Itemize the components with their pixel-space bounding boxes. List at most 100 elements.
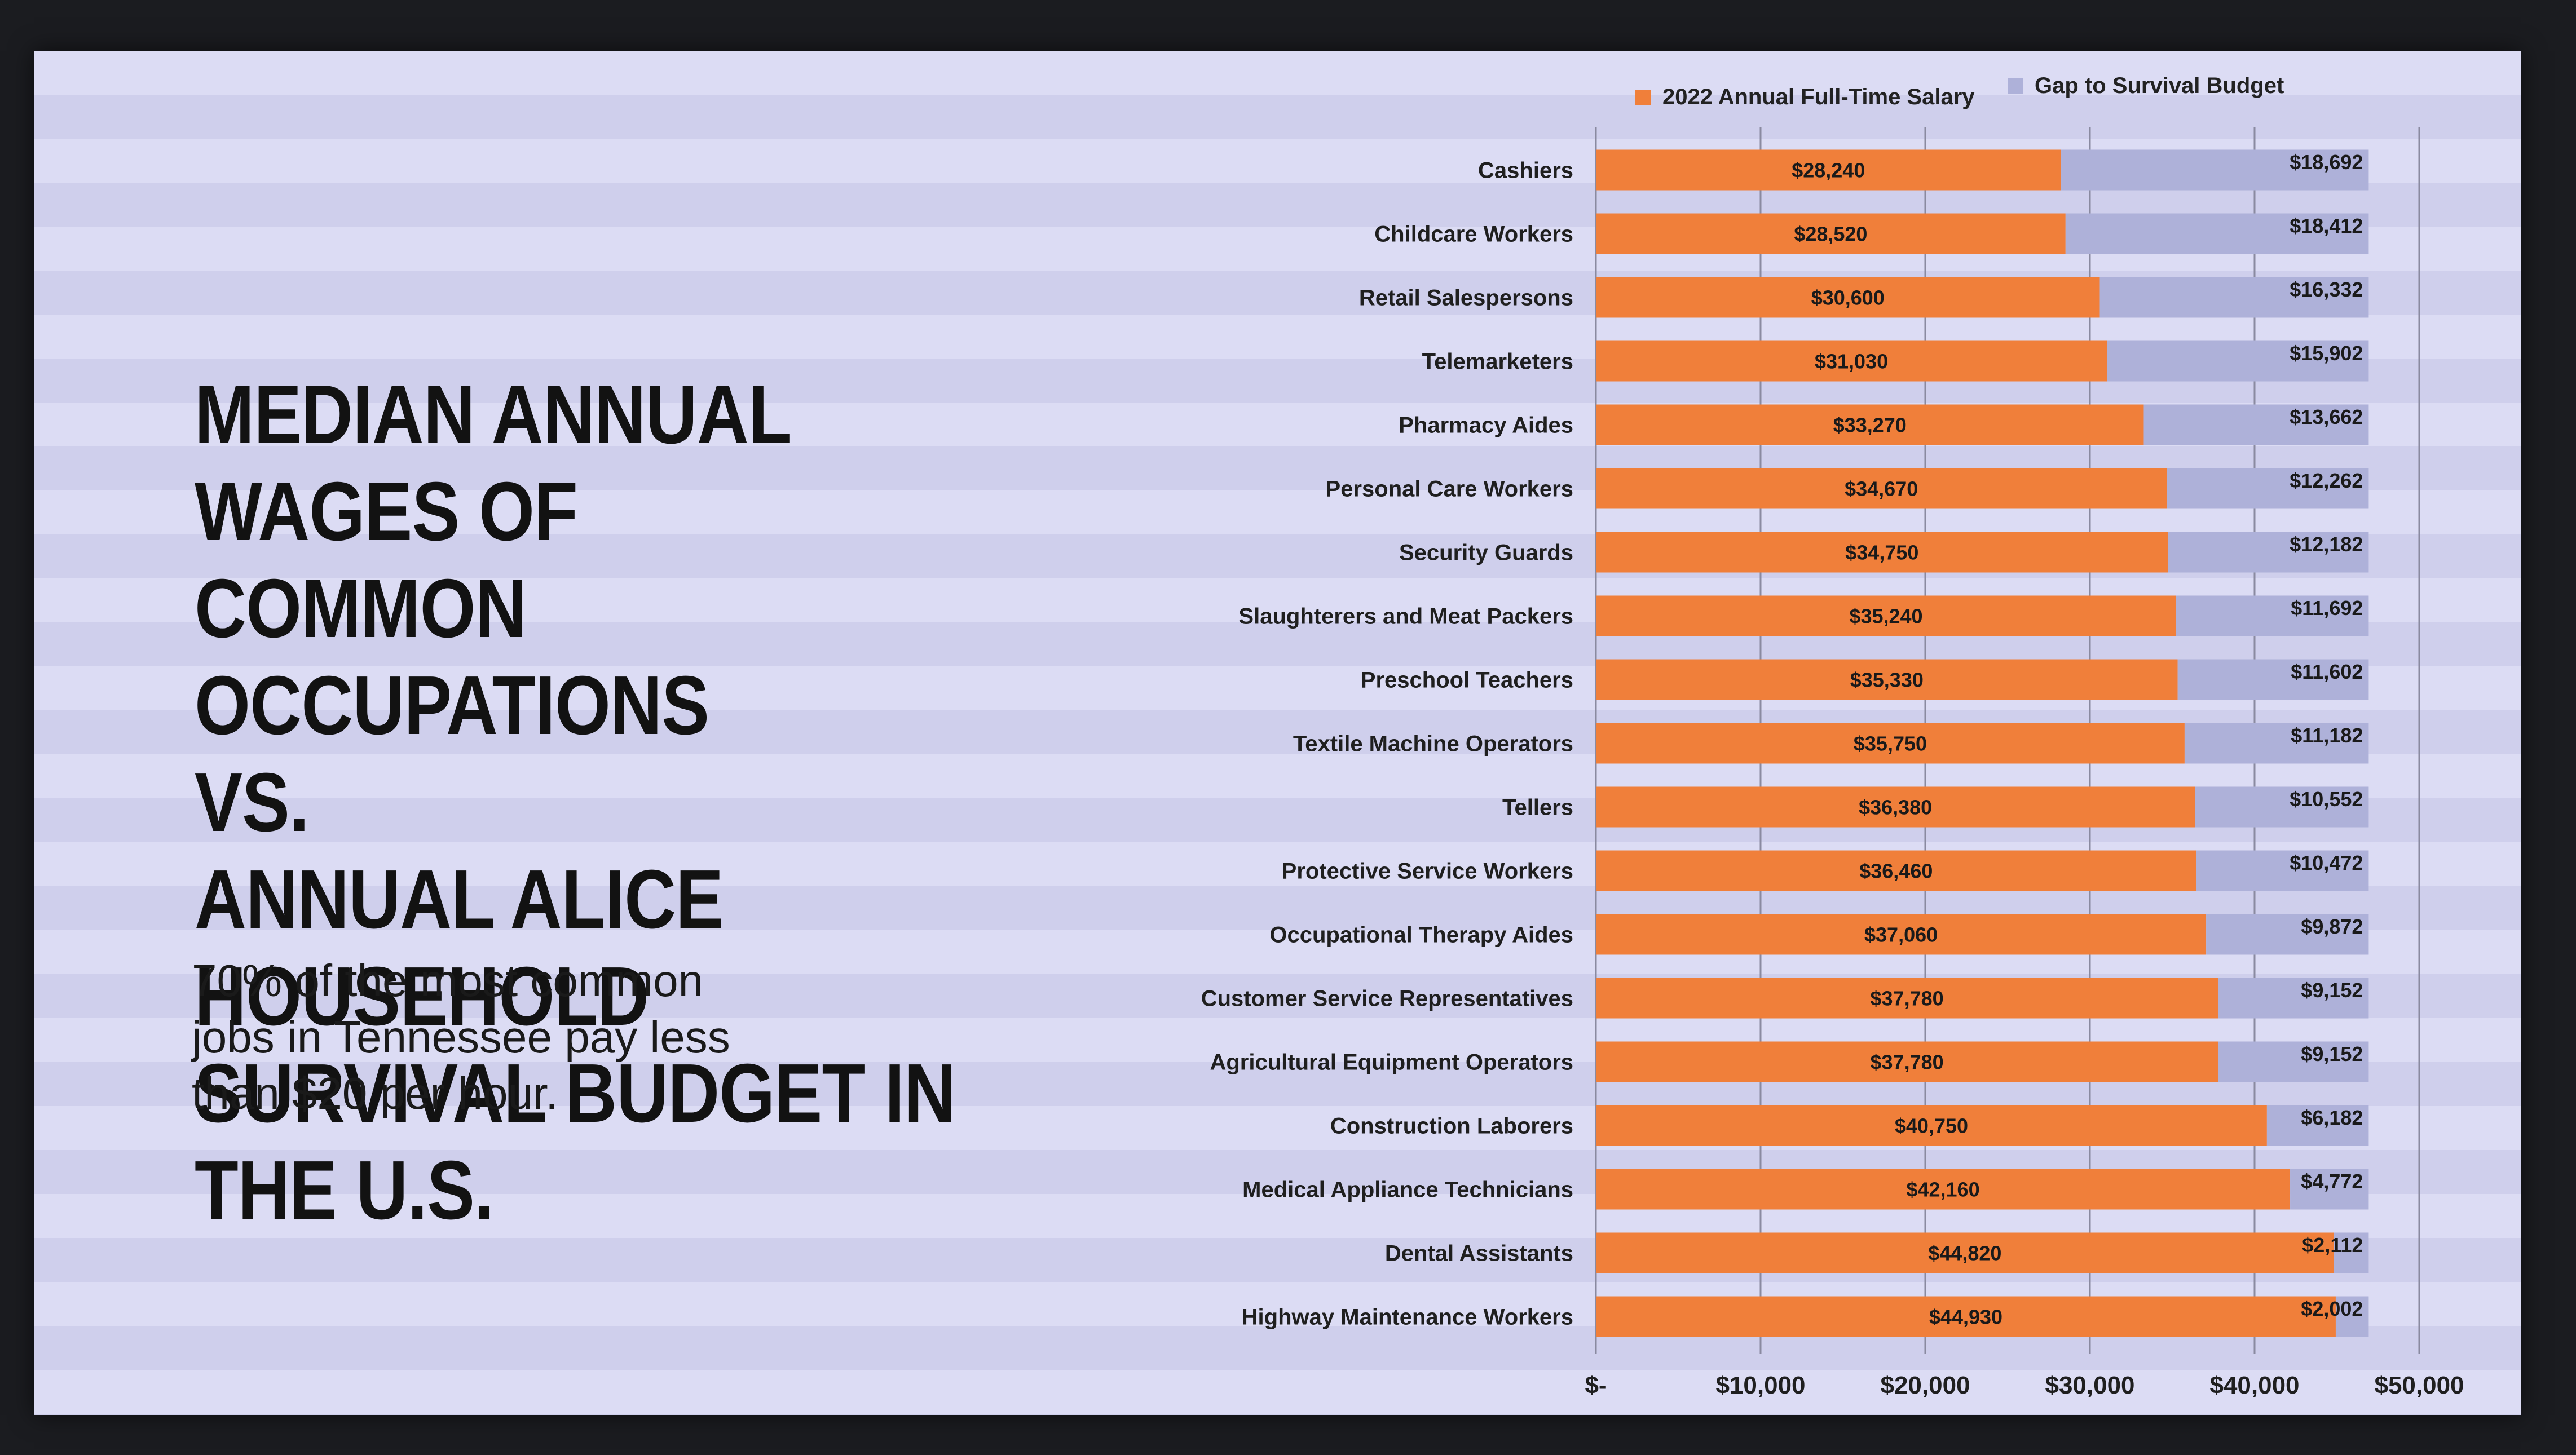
category-label: Pharmacy Aides bbox=[1399, 413, 1573, 438]
category-label: Security Guards bbox=[1399, 541, 1573, 565]
salary-bar bbox=[1596, 786, 2195, 828]
gap-data-label: $9,152 bbox=[2301, 1042, 2363, 1065]
salary-bar bbox=[1596, 659, 2178, 700]
salary-data-label: $44,930 bbox=[1929, 1306, 2002, 1329]
salary-data-label: $28,240 bbox=[1792, 159, 1865, 182]
salary-bar bbox=[1596, 850, 2196, 891]
category-label: Personal Care Workers bbox=[1326, 477, 1573, 502]
category-label: Medical Appliance Technicians bbox=[1242, 1178, 1573, 1202]
gap-data-label: $18,692 bbox=[2290, 151, 2363, 174]
gap-bar bbox=[2177, 659, 2369, 700]
gap-data-label: $9,872 bbox=[2301, 915, 2363, 938]
legend-label-salary: 2022 Annual Full-Time Salary bbox=[1662, 85, 1975, 109]
x-tick-label: $30,000 bbox=[2045, 1372, 2134, 1399]
gap-data-label: $9,152 bbox=[2301, 979, 2363, 1002]
gap-bar bbox=[2218, 978, 2369, 1019]
gap-data-label: $2,112 bbox=[2302, 1233, 2363, 1257]
salary-data-label: $36,380 bbox=[1859, 796, 1932, 819]
gap-bar bbox=[2061, 149, 2369, 191]
gap-data-label: $12,262 bbox=[2290, 469, 2363, 492]
salary-bar bbox=[1596, 1169, 2291, 1210]
legend-swatch-gap bbox=[2008, 78, 2023, 94]
gap-bar bbox=[2184, 723, 2369, 764]
salary-bar bbox=[1596, 277, 2100, 318]
salary-data-label: $35,240 bbox=[1849, 605, 1922, 628]
salary-bar bbox=[1596, 213, 2066, 254]
gap-bar bbox=[2167, 468, 2369, 509]
gap-bar bbox=[2107, 340, 2369, 382]
category-label: Cashiers bbox=[1478, 158, 1573, 183]
legend-label-gap: Gap to Survival Budget bbox=[2035, 73, 2284, 98]
slide-headline: MEDIAN ANNUAL WAGES OF COMMON OCCUPATION… bbox=[195, 368, 956, 1237]
salary-data-label: $34,670 bbox=[1845, 477, 1918, 501]
legend-item-gap: Gap to Survival Budget bbox=[2008, 73, 2284, 99]
presentation-slide: MEDIAN ANNUAL WAGES OF COMMON OCCUPATION… bbox=[34, 51, 2521, 1415]
salary-bar bbox=[1596, 723, 2185, 764]
salary-bar bbox=[1596, 340, 2107, 382]
legend-item-salary: 2022 Annual Full-Time Salary bbox=[1635, 85, 1975, 110]
salary-data-label: $40,750 bbox=[1895, 1115, 1968, 1138]
gap-data-label: $13,662 bbox=[2290, 405, 2363, 428]
gap-data-label: $15,902 bbox=[2290, 342, 2363, 365]
gap-bar bbox=[2195, 786, 2369, 828]
salary-bar bbox=[1596, 1105, 2267, 1146]
category-label: Tellers bbox=[1502, 795, 1573, 820]
gap-bar bbox=[2099, 277, 2369, 318]
gap-bar bbox=[2218, 1041, 2369, 1082]
x-tick-label: $- bbox=[1585, 1372, 1607, 1399]
salary-bar bbox=[1596, 404, 2144, 445]
gap-bar bbox=[2196, 850, 2369, 891]
stacked-bar-chart: $- $10,000 $20,000 $30,000 $40,000 $50,000 Cas… bbox=[1201, 127, 2464, 1399]
category-label: Slaughterers and Meat Packers bbox=[1238, 604, 1573, 629]
gap-data-label: $11,602 bbox=[2291, 660, 2363, 683]
category-label: Customer Service Representatives bbox=[1201, 987, 1573, 1011]
gap-data-label: $6,182 bbox=[2301, 1106, 2363, 1129]
salary-bar bbox=[1596, 1296, 2336, 1337]
salary-data-label: $35,330 bbox=[1850, 669, 1924, 692]
gap-bar bbox=[2290, 1169, 2369, 1210]
salary-bar bbox=[1596, 1232, 2334, 1273]
salary-data-label: $37,780 bbox=[1871, 987, 1944, 1010]
gap-data-label: $16,332 bbox=[2290, 278, 2363, 301]
category-label: Textile Machine Operators bbox=[1293, 732, 1573, 757]
gap-bar bbox=[2334, 1232, 2369, 1273]
gap-data-label: $11,692 bbox=[2291, 596, 2363, 620]
salary-bar bbox=[1596, 595, 2177, 636]
gap-bar bbox=[2206, 914, 2369, 955]
gap-data-label: $4,772 bbox=[2301, 1170, 2363, 1193]
salary-data-label: $30,600 bbox=[1811, 286, 1885, 309]
salary-data-label: $31,030 bbox=[1815, 350, 1888, 373]
gap-bar bbox=[2065, 213, 2369, 254]
category-label: Agricultural Equipment Operators bbox=[1210, 1050, 1573, 1075]
salary-data-label: $44,820 bbox=[1928, 1242, 2001, 1265]
category-label: Telemarketers bbox=[1422, 350, 1573, 374]
salary-data-label: $37,060 bbox=[1864, 923, 1938, 947]
category-label: Occupational Therapy Aides bbox=[1269, 923, 1573, 948]
salary-data-label: $34,750 bbox=[1845, 541, 1918, 564]
legend-swatch-salary bbox=[1635, 89, 1651, 105]
category-label: Highway Maintenance Workers bbox=[1242, 1305, 1573, 1330]
gap-bar bbox=[2176, 595, 2369, 636]
gap-data-label: $11,182 bbox=[2291, 724, 2363, 747]
salary-data-label: $33,270 bbox=[1833, 414, 1907, 437]
gap-data-label: $12,182 bbox=[2290, 533, 2363, 556]
category-label: Protective Service Workers bbox=[1282, 859, 1573, 884]
category-label: Childcare Workers bbox=[1374, 222, 1573, 247]
gap-data-label: $10,552 bbox=[2290, 788, 2363, 811]
category-label: Retail Salespersons bbox=[1359, 286, 1573, 311]
category-label: Preschool Teachers bbox=[1361, 668, 1573, 693]
gap-bar bbox=[2335, 1296, 2369, 1337]
salary-bar bbox=[1596, 978, 2218, 1019]
salary-data-label: $37,780 bbox=[1871, 1051, 1944, 1074]
salary-data-label: $42,160 bbox=[1906, 1178, 1979, 1201]
salary-bar bbox=[1596, 468, 2167, 509]
salary-bar bbox=[1596, 149, 2061, 191]
x-tick-label: $20,000 bbox=[1880, 1372, 1970, 1399]
salary-bar bbox=[1596, 1041, 2218, 1082]
salary-data-label: $28,520 bbox=[1794, 223, 1867, 246]
salary-data-label: $35,750 bbox=[1854, 732, 1927, 755]
x-tick-label: $40,000 bbox=[2209, 1372, 2299, 1399]
gap-data-label: $2,002 bbox=[2301, 1297, 2363, 1320]
salary-data-label: $36,460 bbox=[1859, 860, 1933, 883]
gap-bar bbox=[2266, 1105, 2369, 1146]
